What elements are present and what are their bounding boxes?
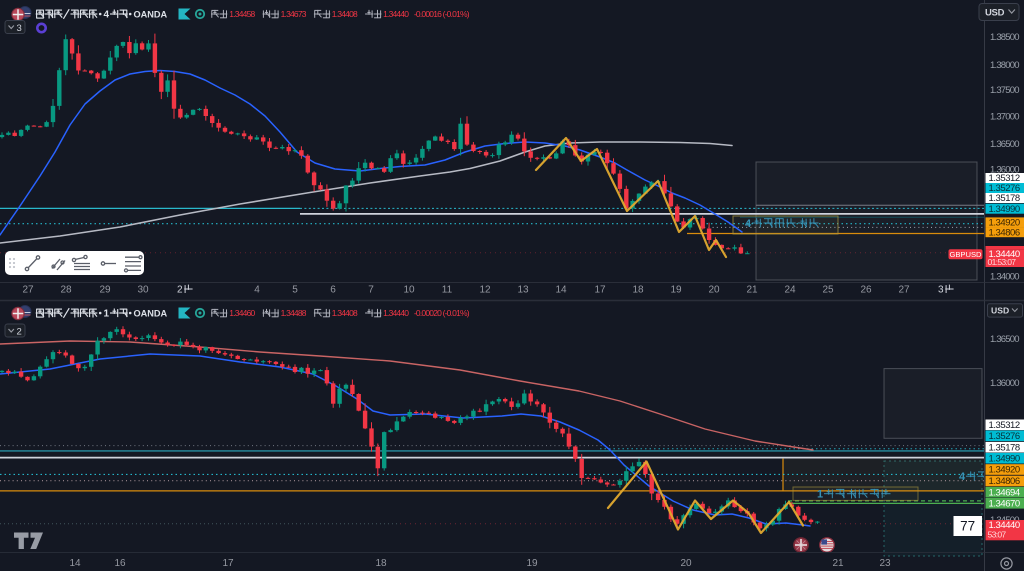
svg-text:13: 13 bbox=[517, 285, 529, 296]
svg-text:17: 17 bbox=[222, 558, 234, 569]
svg-text:10: 10 bbox=[403, 285, 415, 296]
svg-text:1.35178: 1.35178 bbox=[989, 193, 1020, 204]
svg-text:1.34440: 1.34440 bbox=[989, 520, 1020, 531]
svg-text:1.38000: 1.38000 bbox=[990, 60, 1019, 71]
svg-text:11: 11 bbox=[442, 285, 453, 296]
svg-text:77: 77 bbox=[960, 519, 975, 534]
svg-text:1.35276: 1.35276 bbox=[989, 183, 1020, 194]
svg-text:OANDA: OANDA bbox=[134, 9, 168, 19]
svg-text:1.34408: 1.34408 bbox=[332, 9, 358, 19]
svg-text:1.34440: 1.34440 bbox=[383, 9, 409, 19]
svg-text:17: 17 bbox=[594, 285, 606, 296]
svg-text:OANDA: OANDA bbox=[134, 308, 168, 318]
svg-text:1.34806: 1.34806 bbox=[989, 227, 1020, 238]
svg-text:23: 23 bbox=[879, 558, 891, 569]
svg-text:26: 26 bbox=[860, 285, 872, 296]
svg-text:1: 1 bbox=[104, 308, 110, 319]
svg-text:14: 14 bbox=[69, 558, 81, 569]
svg-text:3: 3 bbox=[17, 23, 22, 34]
svg-text:1.35312: 1.35312 bbox=[989, 420, 1020, 431]
svg-text:1.34990: 1.34990 bbox=[989, 453, 1020, 464]
svg-text:20: 20 bbox=[680, 558, 692, 569]
svg-text:1.35312: 1.35312 bbox=[989, 173, 1020, 184]
svg-text:18: 18 bbox=[632, 285, 644, 296]
svg-text:1.34990: 1.34990 bbox=[989, 204, 1020, 215]
svg-text:1.35178: 1.35178 bbox=[989, 442, 1020, 453]
svg-text:1.36500: 1.36500 bbox=[990, 139, 1019, 150]
svg-text:-0.00016 (-0.01%): -0.00016 (-0.01%) bbox=[414, 9, 470, 19]
svg-text:4: 4 bbox=[959, 471, 966, 483]
svg-text:1.34458: 1.34458 bbox=[229, 9, 255, 19]
svg-text:25: 25 bbox=[822, 285, 834, 296]
svg-text:2: 2 bbox=[17, 326, 22, 337]
svg-text:1.34920: 1.34920 bbox=[989, 218, 1020, 229]
svg-text:1.34806: 1.34806 bbox=[989, 476, 1020, 487]
svg-text:2: 2 bbox=[177, 285, 183, 296]
svg-text:6: 6 bbox=[330, 285, 336, 296]
svg-text:1: 1 bbox=[817, 489, 823, 501]
svg-text:-0.00020 (-0.01%): -0.00020 (-0.01%) bbox=[414, 308, 470, 318]
svg-text:4: 4 bbox=[104, 9, 110, 20]
svg-text:27: 27 bbox=[22, 285, 34, 296]
svg-text:3: 3 bbox=[938, 285, 944, 296]
svg-text:27: 27 bbox=[898, 285, 910, 296]
svg-text:USD: USD bbox=[985, 8, 1005, 19]
svg-text:1.38500: 1.38500 bbox=[990, 32, 1019, 43]
svg-text:12: 12 bbox=[479, 285, 491, 296]
svg-text:20: 20 bbox=[708, 285, 720, 296]
svg-text:21: 21 bbox=[746, 285, 758, 296]
svg-text:1.34488: 1.34488 bbox=[281, 308, 307, 318]
svg-text:USD: USD bbox=[991, 306, 1009, 316]
svg-text:1.36000: 1.36000 bbox=[990, 378, 1019, 389]
svg-text:24: 24 bbox=[784, 285, 796, 296]
svg-text:1.34670: 1.34670 bbox=[989, 499, 1020, 510]
svg-text:1.36500: 1.36500 bbox=[990, 334, 1019, 345]
svg-text:18: 18 bbox=[375, 558, 387, 569]
svg-text:1.34694: 1.34694 bbox=[989, 487, 1020, 498]
svg-text:1.34440: 1.34440 bbox=[383, 308, 409, 318]
svg-text:29: 29 bbox=[99, 285, 111, 296]
svg-text:1.34408: 1.34408 bbox=[332, 308, 358, 318]
svg-text:30: 30 bbox=[137, 285, 149, 296]
svg-text:1.37500: 1.37500 bbox=[990, 85, 1019, 96]
svg-text:21: 21 bbox=[832, 558, 844, 569]
svg-text:1.34460: 1.34460 bbox=[229, 308, 255, 318]
svg-text:1.34920: 1.34920 bbox=[989, 465, 1020, 476]
svg-text:7: 7 bbox=[368, 285, 374, 296]
svg-text:1.34440: 1.34440 bbox=[989, 249, 1020, 260]
svg-text:28: 28 bbox=[60, 285, 72, 296]
svg-text:1.36000: 1.36000 bbox=[990, 164, 1019, 175]
svg-text:GBPUSD: GBPUSD bbox=[949, 250, 982, 259]
svg-text:4: 4 bbox=[745, 218, 752, 230]
svg-text:01:53:07: 01:53:07 bbox=[988, 257, 1017, 267]
svg-text:1.34673: 1.34673 bbox=[281, 9, 307, 19]
svg-text:53:07: 53:07 bbox=[988, 530, 1007, 540]
svg-text:19: 19 bbox=[526, 558, 538, 569]
svg-text:19: 19 bbox=[670, 285, 682, 296]
svg-text:1.37000: 1.37000 bbox=[990, 112, 1019, 123]
svg-text:14: 14 bbox=[555, 285, 567, 296]
svg-text:5: 5 bbox=[292, 285, 298, 296]
svg-text:16: 16 bbox=[114, 558, 126, 569]
svg-text:1.34000: 1.34000 bbox=[990, 272, 1019, 283]
svg-text:1.35276: 1.35276 bbox=[989, 431, 1020, 442]
svg-text:4: 4 bbox=[254, 285, 260, 296]
